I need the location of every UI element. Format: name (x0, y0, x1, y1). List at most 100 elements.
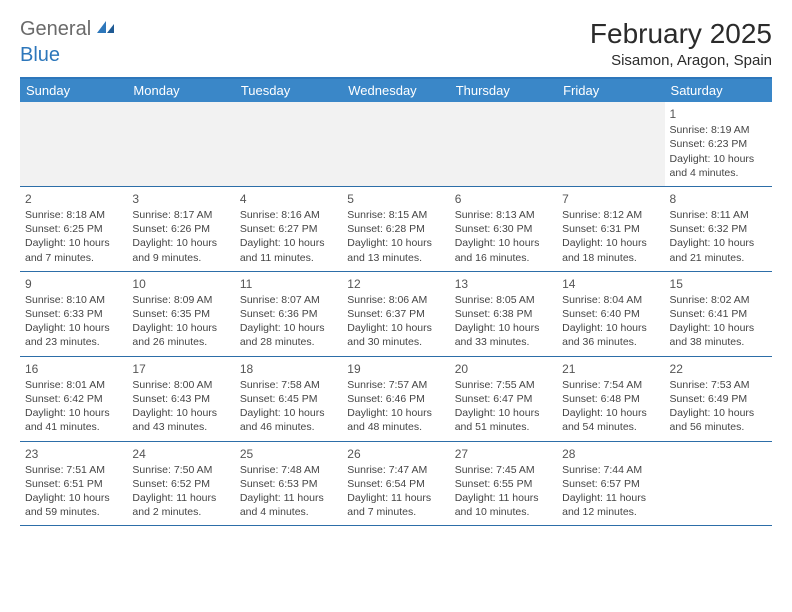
day-info-line: Daylight: 10 hours (25, 321, 122, 335)
day-info-line: and 30 minutes. (347, 335, 444, 349)
weekday-tuesday: Tuesday (235, 79, 342, 102)
day-info-line: Sunset: 6:42 PM (25, 392, 122, 406)
day-info-line: Daylight: 10 hours (132, 321, 229, 335)
day-info-line: Sunrise: 8:18 AM (25, 208, 122, 222)
day-info-line: and 51 minutes. (455, 420, 552, 434)
day-cell (450, 102, 557, 186)
day-info-line: and 28 minutes. (240, 335, 337, 349)
day-cell: 21Sunrise: 7:54 AMSunset: 6:48 PMDayligh… (557, 357, 664, 441)
day-info-line: Daylight: 10 hours (670, 321, 767, 335)
day-info-line: Sunset: 6:30 PM (455, 222, 552, 236)
week-row: 2Sunrise: 8:18 AMSunset: 6:25 PMDaylight… (20, 187, 772, 272)
day-info-line: and 33 minutes. (455, 335, 552, 349)
day-info-line: Sunrise: 7:44 AM (562, 463, 659, 477)
day-info-line: and 13 minutes. (347, 251, 444, 265)
day-info-line: Sunset: 6:31 PM (562, 222, 659, 236)
day-info-line: and 11 minutes. (240, 251, 337, 265)
day-info-line: Sunset: 6:52 PM (132, 477, 229, 491)
day-info-line: Sunset: 6:51 PM (25, 477, 122, 491)
day-cell: 23Sunrise: 7:51 AMSunset: 6:51 PMDayligh… (20, 442, 127, 526)
day-info-line: and 26 minutes. (132, 335, 229, 349)
day-cell: 19Sunrise: 7:57 AMSunset: 6:46 PMDayligh… (342, 357, 449, 441)
day-info-line: and 54 minutes. (562, 420, 659, 434)
day-info-line: Daylight: 10 hours (670, 406, 767, 420)
weekday-friday: Friday (557, 79, 664, 102)
day-number: 6 (455, 191, 552, 207)
week-row: 9Sunrise: 8:10 AMSunset: 6:33 PMDaylight… (20, 272, 772, 357)
day-cell: 10Sunrise: 8:09 AMSunset: 6:35 PMDayligh… (127, 272, 234, 356)
day-cell: 12Sunrise: 8:06 AMSunset: 6:37 PMDayligh… (342, 272, 449, 356)
day-cell: 28Sunrise: 7:44 AMSunset: 6:57 PMDayligh… (557, 442, 664, 526)
location: Sisamon, Aragon, Spain (590, 52, 772, 69)
day-info-line: Daylight: 10 hours (347, 236, 444, 250)
day-number: 22 (670, 361, 767, 377)
day-cell: 9Sunrise: 8:10 AMSunset: 6:33 PMDaylight… (20, 272, 127, 356)
day-info-line: Daylight: 10 hours (670, 152, 767, 166)
day-info-line: Sunrise: 7:55 AM (455, 378, 552, 392)
day-cell: 2Sunrise: 8:18 AMSunset: 6:25 PMDaylight… (20, 187, 127, 271)
day-info-line: Sunrise: 8:10 AM (25, 293, 122, 307)
day-info-line: Sunrise: 7:51 AM (25, 463, 122, 477)
day-info-line: and 4 minutes. (240, 505, 337, 519)
weekday-thursday: Thursday (450, 79, 557, 102)
day-info-line: Sunrise: 8:09 AM (132, 293, 229, 307)
day-info-line: Sunrise: 8:04 AM (562, 293, 659, 307)
day-cell: 14Sunrise: 8:04 AMSunset: 6:40 PMDayligh… (557, 272, 664, 356)
day-number: 9 (25, 276, 122, 292)
day-info-line: and 16 minutes. (455, 251, 552, 265)
day-cell (665, 442, 772, 526)
day-info-line: Sunrise: 7:57 AM (347, 378, 444, 392)
day-info-line: Sunrise: 7:53 AM (670, 378, 767, 392)
weekday-wednesday: Wednesday (342, 79, 449, 102)
day-info-line: Sunset: 6:49 PM (670, 392, 767, 406)
day-info-line: and 56 minutes. (670, 420, 767, 434)
weekday-row: Sunday Monday Tuesday Wednesday Thursday… (20, 79, 772, 102)
weekday-monday: Monday (127, 79, 234, 102)
day-number: 11 (240, 276, 337, 292)
day-number: 21 (562, 361, 659, 377)
day-info-line: and 41 minutes. (25, 420, 122, 434)
day-info-line: Sunset: 6:32 PM (670, 222, 767, 236)
day-info-line: Sunset: 6:55 PM (455, 477, 552, 491)
day-cell: 5Sunrise: 8:15 AMSunset: 6:28 PMDaylight… (342, 187, 449, 271)
day-info-line: Sunset: 6:45 PM (240, 392, 337, 406)
day-info-line: Sunrise: 7:54 AM (562, 378, 659, 392)
day-cell: 20Sunrise: 7:55 AMSunset: 6:47 PMDayligh… (450, 357, 557, 441)
day-number: 20 (455, 361, 552, 377)
day-info-line: Daylight: 10 hours (347, 406, 444, 420)
title-block: February 2025 Sisamon, Aragon, Spain (590, 18, 772, 69)
day-number: 16 (25, 361, 122, 377)
day-info-line: Sunrise: 8:02 AM (670, 293, 767, 307)
day-number: 10 (132, 276, 229, 292)
day-info-line: Daylight: 10 hours (347, 321, 444, 335)
day-number: 25 (240, 446, 337, 462)
day-number: 3 (132, 191, 229, 207)
day-cell (235, 102, 342, 186)
day-info-line: Daylight: 11 hours (347, 491, 444, 505)
day-info-line: Daylight: 10 hours (455, 406, 552, 420)
day-number: 24 (132, 446, 229, 462)
day-info-line: Sunset: 6:57 PM (562, 477, 659, 491)
day-cell: 8Sunrise: 8:11 AMSunset: 6:32 PMDaylight… (665, 187, 772, 271)
day-info-line: Daylight: 10 hours (562, 321, 659, 335)
weekday-saturday: Saturday (665, 79, 772, 102)
day-info-line: and 18 minutes. (562, 251, 659, 265)
day-cell: 22Sunrise: 7:53 AMSunset: 6:49 PMDayligh… (665, 357, 772, 441)
day-info-line: Daylight: 10 hours (132, 236, 229, 250)
day-info-line: Daylight: 10 hours (240, 406, 337, 420)
week-row: 1Sunrise: 8:19 AMSunset: 6:23 PMDaylight… (20, 102, 772, 187)
day-info-line: and 7 minutes. (347, 505, 444, 519)
day-info-line: Sunrise: 8:19 AM (670, 123, 767, 137)
logo-text-general: General (20, 18, 91, 41)
day-info-line: and 4 minutes. (670, 166, 767, 180)
day-info-line: Daylight: 10 hours (562, 236, 659, 250)
day-cell: 26Sunrise: 7:47 AMSunset: 6:54 PMDayligh… (342, 442, 449, 526)
day-info-line: Sunset: 6:53 PM (240, 477, 337, 491)
day-info-line: Sunrise: 7:48 AM (240, 463, 337, 477)
day-info-line: Daylight: 10 hours (132, 406, 229, 420)
day-info-line: and 7 minutes. (25, 251, 122, 265)
logo-text-blue: Blue (20, 44, 60, 66)
day-info-line: and 2 minutes. (132, 505, 229, 519)
day-info-line: Sunrise: 8:13 AM (455, 208, 552, 222)
day-info-line: Sunset: 6:23 PM (670, 137, 767, 151)
